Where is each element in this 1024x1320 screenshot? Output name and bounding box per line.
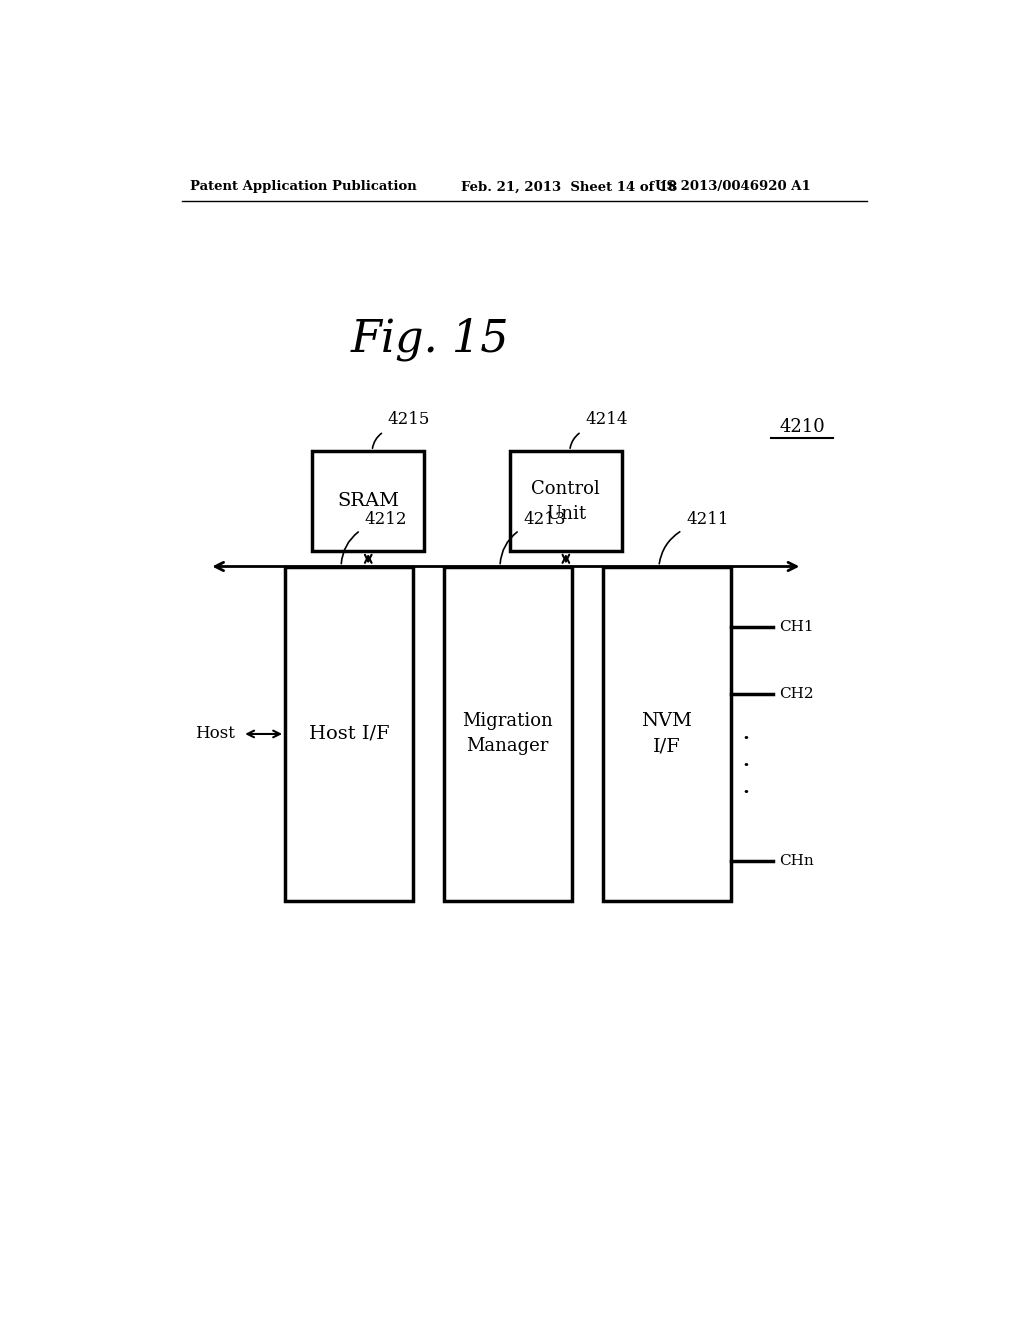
Text: Host: Host — [195, 726, 234, 742]
Text: CHn: CHn — [779, 854, 814, 869]
Text: Feb. 21, 2013  Sheet 14 of 18: Feb. 21, 2013 Sheet 14 of 18 — [461, 181, 678, 194]
Text: CH1: CH1 — [779, 620, 814, 634]
Text: .: . — [742, 752, 750, 770]
Bar — [603, 566, 730, 902]
Text: 4212: 4212 — [365, 511, 407, 528]
Text: Control
Unit: Control Unit — [531, 479, 600, 523]
Text: Patent Application Publication: Patent Application Publication — [190, 181, 417, 194]
Text: .: . — [742, 725, 750, 743]
Bar — [312, 451, 424, 552]
Text: 4213: 4213 — [523, 511, 565, 528]
Text: 4210: 4210 — [779, 417, 825, 436]
Text: Host I/F: Host I/F — [308, 725, 389, 743]
Text: CH2: CH2 — [779, 686, 814, 701]
Bar — [510, 451, 622, 552]
Text: US 2013/0046920 A1: US 2013/0046920 A1 — [655, 181, 811, 194]
Text: SRAM: SRAM — [337, 492, 399, 510]
Text: 4215: 4215 — [388, 411, 430, 428]
Text: 4214: 4214 — [586, 411, 628, 428]
Text: .: . — [742, 779, 750, 797]
Text: Migration
Manager: Migration Manager — [463, 713, 553, 755]
Text: Fig. 15: Fig. 15 — [351, 318, 510, 362]
Bar — [443, 566, 571, 902]
Text: NVM
I/F: NVM I/F — [641, 713, 692, 755]
Text: 4211: 4211 — [686, 511, 728, 528]
Bar — [285, 566, 413, 902]
